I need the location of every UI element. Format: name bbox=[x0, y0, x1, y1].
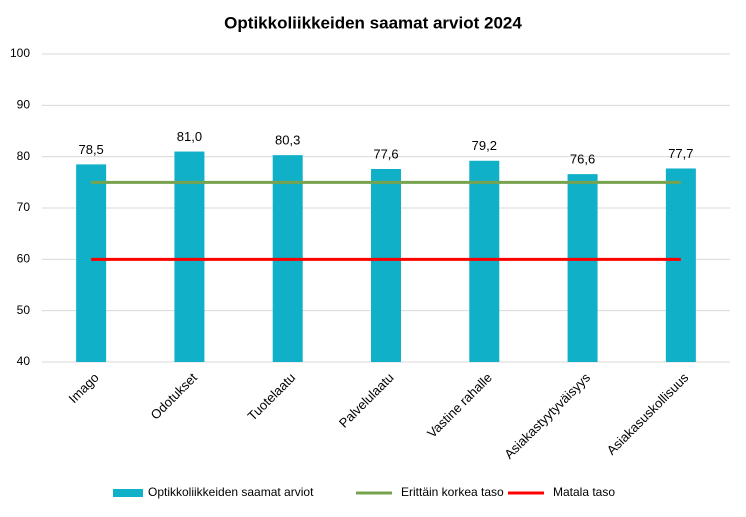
value-label: 81,0 bbox=[177, 129, 202, 144]
bar bbox=[174, 151, 205, 362]
y-tick-label: 90 bbox=[17, 98, 31, 112]
bar bbox=[567, 174, 598, 362]
legend-swatch bbox=[113, 489, 143, 497]
x-tick-label: Odotukset bbox=[147, 370, 200, 423]
y-tick-label: 70 bbox=[17, 200, 31, 214]
y-tick-label: 40 bbox=[17, 354, 31, 368]
value-label: 79,2 bbox=[472, 138, 497, 153]
chart-title: Optikkoliikkeiden saamat arviot 2024 bbox=[224, 13, 522, 32]
y-tick-label: 80 bbox=[17, 149, 31, 163]
x-tick-label: Palvelulaatu bbox=[336, 370, 397, 431]
legend-label: Matala taso bbox=[553, 485, 615, 499]
value-label: 78,5 bbox=[78, 142, 103, 157]
value-label: 77,7 bbox=[668, 146, 693, 161]
legend-label: Erittäin korkea taso bbox=[401, 485, 504, 499]
bar bbox=[665, 168, 696, 362]
bar bbox=[469, 160, 500, 362]
y-tick-label: 50 bbox=[17, 303, 31, 317]
x-tick-label: Asiakastyytyväisyys bbox=[501, 370, 593, 462]
value-label: 77,6 bbox=[373, 146, 398, 161]
bar bbox=[371, 168, 401, 362]
value-label: 80,3 bbox=[275, 133, 300, 148]
legend-label: Optikkoliikkeiden saamat arviot bbox=[148, 485, 314, 499]
y-tick-label: 100 bbox=[10, 46, 30, 60]
value-label: 76,6 bbox=[570, 152, 595, 167]
x-tick-label: Imago bbox=[66, 370, 102, 406]
x-tick-label: Tuotelaatu bbox=[245, 370, 299, 424]
bar bbox=[76, 164, 107, 362]
x-tick-label: Vastine rahalle bbox=[424, 370, 495, 441]
x-tick-label: Asiakasuskollisuus bbox=[604, 370, 692, 458]
y-tick-label: 60 bbox=[17, 252, 31, 266]
